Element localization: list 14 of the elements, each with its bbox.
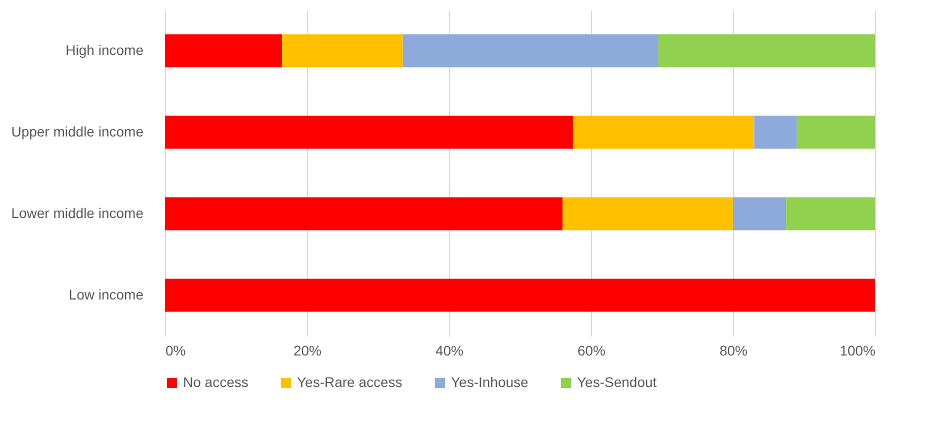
x-tick-label: 40% xyxy=(435,342,464,358)
x-tick-label: 100% xyxy=(840,342,876,358)
legend-label: Yes-Sendout xyxy=(577,374,657,390)
y-tick-label: High income xyxy=(66,42,144,58)
y-tick-label: Lower middle income xyxy=(11,204,144,221)
legend-label: No access xyxy=(183,374,248,390)
x-tick-label: 0% xyxy=(166,342,186,358)
legend-label: Yes-Rare access xyxy=(297,374,402,390)
x-tick-label: 60% xyxy=(577,342,606,358)
legend-label: Yes-Inhouse xyxy=(451,374,529,390)
y-tick-label: Low income xyxy=(68,286,144,302)
x-tick-label: 80% xyxy=(719,342,748,358)
x-tick-label: 20% xyxy=(293,342,322,358)
y-tick-label: Upper middle income xyxy=(11,123,144,140)
